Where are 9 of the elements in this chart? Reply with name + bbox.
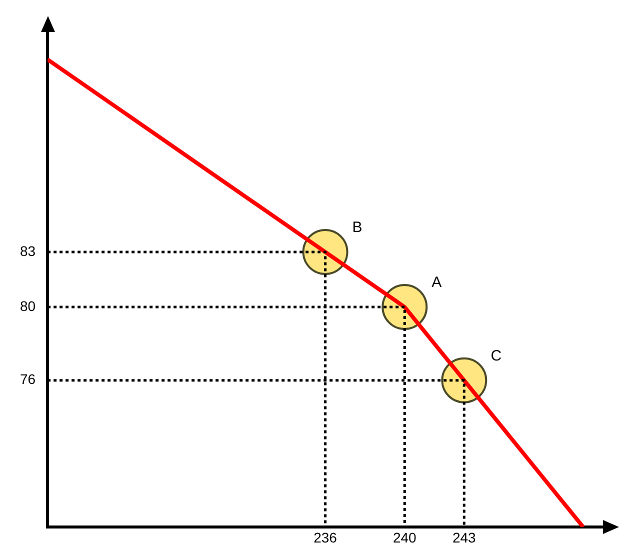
annotation: B [352,219,362,236]
y-tick-label: 80 [20,298,36,314]
annotation: C [490,347,502,364]
x-tick-label: 236 [314,529,338,546]
y-tick-label: 76 [20,371,36,388]
annotation: A [432,274,442,292]
x-tick-label: 240 [392,529,417,546]
x-tick-label: 243 [452,529,476,546]
y-tick-label: 83 [20,242,36,259]
